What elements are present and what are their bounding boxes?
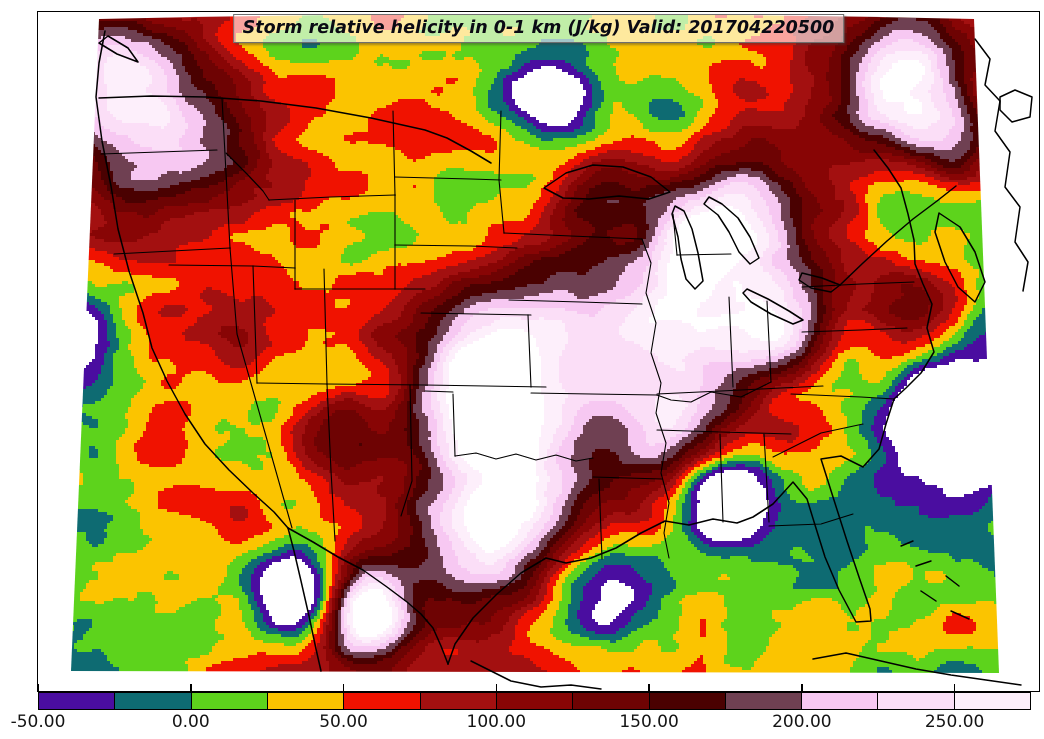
colorbar-segment [954, 693, 1031, 709]
colorbar-segment [267, 693, 345, 709]
colorbar-tick-label: 150.00 [619, 712, 679, 732]
colorbar-tick [342, 684, 345, 692]
colorbar-segment [802, 693, 879, 709]
colorbar-segment [725, 693, 803, 709]
colorbar-tick [801, 684, 803, 692]
colorbar-segment [191, 693, 268, 709]
colorbar-segment [39, 693, 116, 709]
colorbar-segment [573, 693, 650, 709]
colorbar-tick-label: 0.00 [171, 712, 210, 732]
map-title-box: Storm relative helicity in 0-1 km (J/kg)… [232, 14, 845, 43]
colorbar-segment [115, 693, 192, 709]
colorbar-tick-label: 200.00 [772, 712, 832, 732]
colorbar-segment [649, 693, 726, 709]
colorbar-tick-label: 50.00 [319, 712, 368, 732]
map-canvas [38, 12, 1039, 691]
colorbar-tick-label: -50.00 [10, 712, 66, 732]
colorbar-tick [953, 684, 956, 692]
colorbar-tick-label: 250.00 [924, 712, 985, 732]
colorbar [38, 692, 1031, 710]
colorbar-tick [495, 684, 498, 692]
colorbar-segment [420, 693, 497, 709]
colorbar-segment [878, 693, 955, 709]
colorbar-tick [648, 684, 650, 692]
colorbar-segment [496, 693, 574, 709]
colorbar-tick-label: 100.00 [466, 712, 527, 732]
map-frame: Storm relative helicity in 0-1 km (J/kg)… [37, 11, 1040, 692]
colorbar-tick [37, 684, 39, 692]
colorbar-area: -50.00 0.00 50.00 100.00 150.00 200.00 250.00 [11, 684, 1031, 739]
map-title: Storm relative helicity in 0-1 km (J/kg)… [242, 18, 835, 38]
colorbar-segment [344, 693, 421, 709]
colorbar-tick [190, 684, 192, 692]
